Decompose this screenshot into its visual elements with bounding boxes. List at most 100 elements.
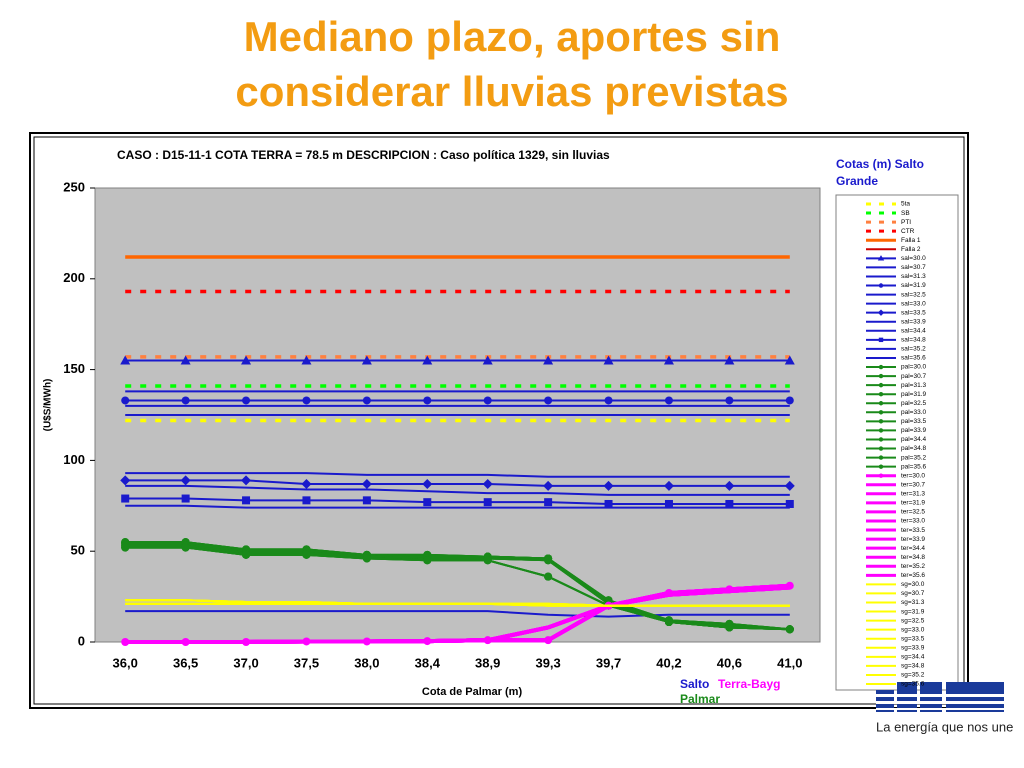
marker [482, 479, 493, 490]
marker [878, 437, 884, 442]
marker [362, 396, 371, 405]
legend-label: ter=31.9 [901, 500, 925, 507]
x-tick-label: 41,0 [777, 655, 802, 670]
marker [878, 401, 884, 406]
marker [878, 455, 884, 460]
legend-label: pal=34.4 [901, 436, 927, 443]
series-line [125, 610, 790, 618]
legend-label: CTR [901, 228, 915, 235]
marker [878, 373, 884, 379]
marker [242, 550, 251, 559]
y-tick-label: 0 [78, 633, 85, 648]
legend-label: ter=34.4 [901, 545, 925, 552]
legend-label: pal=35.6 [901, 463, 927, 470]
legend-label: pal=33.9 [901, 427, 927, 434]
legend-label: ter=32.5 [901, 509, 925, 516]
marker [878, 283, 884, 288]
chart-title: CASO : D15-11-1 COTA TERRA = 78.5 m DESC… [117, 148, 610, 162]
legend-label: 5ta [901, 201, 910, 208]
marker [544, 556, 553, 565]
marker [878, 391, 884, 397]
x-tick-label: 36,5 [173, 655, 198, 670]
legend-label: sg=30.7 [901, 590, 925, 597]
series-line [125, 479, 790, 487]
legend-label: sal=31.9 [901, 282, 926, 289]
legend-label: sal=35.2 [901, 346, 926, 353]
marker [242, 496, 251, 505]
marker [544, 572, 553, 581]
marker [878, 419, 884, 424]
marker [784, 480, 795, 491]
chart-frame-inner [33, 136, 965, 705]
annotation: Terra-Bayg [718, 677, 780, 691]
legend-label: sg=30.0 [901, 581, 925, 588]
marker [543, 480, 554, 491]
legend-label: sal=33.5 [901, 309, 926, 316]
marker [181, 396, 190, 405]
legend-title-box: Cotas (m) Salto Grande [836, 157, 925, 188]
series-line [125, 472, 790, 478]
legend-label: sal=33.9 [901, 318, 926, 325]
annotation: Salto [680, 677, 709, 691]
series-line [125, 602, 790, 607]
slide-title: Mediano plazo, aportes sin [244, 13, 781, 60]
legend-label: ter=33.0 [901, 518, 925, 525]
legend-label: sg=33.0 [901, 626, 925, 633]
marker [121, 494, 130, 503]
x-tick-label: 38,4 [415, 655, 441, 670]
legend-label: sg=31.9 [901, 608, 925, 615]
marker [878, 382, 884, 388]
legend-label: pal=31.9 [901, 391, 927, 398]
marker [361, 479, 372, 490]
annotation: Palmar [680, 692, 720, 706]
series-line [125, 497, 790, 505]
marker [878, 337, 884, 343]
legend-label: Falla 2 [901, 246, 921, 253]
marker [785, 625, 794, 634]
legend-label: SB [901, 210, 910, 217]
x-tick-label: 37,5 [294, 655, 319, 670]
legend-label: sal=30.0 [901, 255, 926, 262]
marker [663, 480, 674, 491]
legend-label: sal=31.3 [901, 273, 926, 280]
legend-title: Cotas (m) Salto Grande [836, 157, 925, 188]
legend-label: sal=33.0 [901, 300, 926, 307]
legend-label: Falla 1 [901, 237, 921, 244]
legend-box [835, 194, 959, 691]
marker [242, 396, 251, 405]
legend-label: ter=31.3 [901, 491, 925, 498]
legend-label: sal=34.4 [901, 328, 926, 335]
marker [362, 554, 371, 563]
x-tick-label: 38,9 [475, 655, 500, 670]
marker [302, 396, 311, 405]
marker [302, 550, 311, 559]
legend-label: ter=34.8 [901, 554, 925, 561]
legend-label: sg=33.9 [901, 644, 925, 651]
legend-label: sg=33.5 [901, 635, 925, 642]
marker [302, 496, 311, 505]
y-axis-label: (U$S/MWh) [43, 379, 54, 432]
marker [604, 499, 613, 508]
marker [664, 396, 673, 405]
marker [483, 498, 492, 507]
marker [878, 464, 884, 469]
legend-label: sg=32.5 [901, 617, 925, 624]
marker [724, 480, 735, 491]
marker [878, 446, 884, 451]
legend-label: ter=33.5 [901, 527, 925, 534]
marker [423, 396, 432, 405]
legend-label: pal=30.7 [901, 373, 927, 380]
legend-label: ter=35.2 [901, 563, 925, 570]
legend-label: pal=31.3 [901, 382, 927, 389]
marker [603, 480, 614, 491]
marker [362, 496, 371, 505]
legend-label: ter=35.6 [901, 572, 925, 579]
legend-label: sal=35.6 [901, 355, 926, 362]
y-tick-label: 50 [71, 543, 85, 558]
marker [544, 396, 553, 405]
marker [544, 498, 553, 507]
legend-label: sg=34.4 [901, 654, 925, 661]
legend-label: PTI [901, 219, 911, 226]
marker [423, 498, 432, 507]
